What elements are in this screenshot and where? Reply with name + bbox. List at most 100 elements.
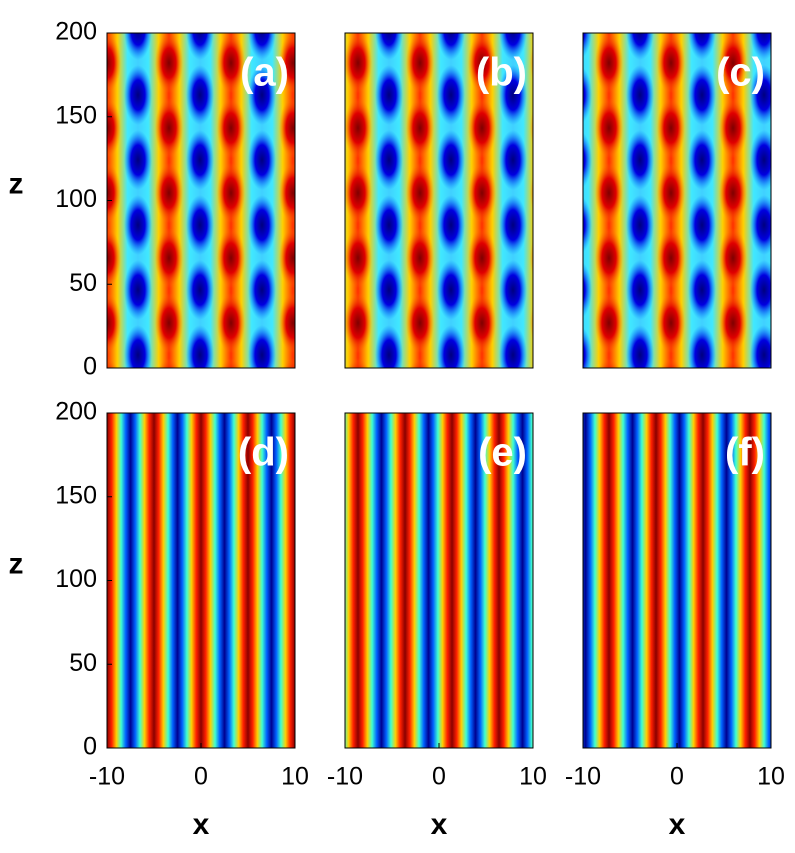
blob [313,130,341,190]
blob [186,65,214,125]
heatmap-field [107,413,295,748]
blob [688,33,716,60]
blob [217,163,245,223]
x-tick-label: 0 [432,763,446,791]
blob [345,33,372,93]
blob [248,325,276,368]
blob [310,195,338,255]
blob [471,358,493,368]
blob [437,260,465,320]
blob [719,33,747,93]
blob [781,33,795,93]
blob [688,260,716,320]
blob [688,195,716,255]
blob [248,195,276,255]
blob [437,325,465,368]
blob [248,260,276,320]
panel-label: (f) [725,431,765,475]
blob [375,260,403,320]
blob [406,0,434,28]
blob [530,239,533,277]
blob [750,195,771,255]
heatmap-field [345,413,533,748]
blob [530,109,533,147]
blob [657,293,685,353]
y-tick-label: 50 [69,649,97,677]
blob [279,293,295,353]
blob [186,130,214,190]
y-tick-label: 150 [55,481,97,509]
blob [186,260,214,320]
blob [468,33,496,93]
blob [107,228,121,288]
blob [406,228,434,288]
blob [657,228,685,288]
blob [124,260,152,320]
x-axis-label: x [669,808,686,841]
heatmap [583,33,795,368]
blob [313,65,341,125]
blob [124,130,152,190]
blob [217,33,245,93]
heatmap [313,0,558,515]
x-axis-label: x [193,808,210,841]
blob [107,293,121,353]
blob [310,65,338,125]
blob [279,33,295,93]
blob [530,174,533,212]
blob [107,163,121,223]
blob [583,196,592,254]
blob [124,65,152,125]
blob [155,0,183,28]
blob [279,228,295,288]
blob [248,130,276,190]
blob [719,293,747,353]
blob [530,0,558,28]
blob [722,358,744,368]
blob [626,130,654,190]
blob [107,33,121,93]
blob [657,163,685,223]
blob [107,98,121,158]
blob [310,260,338,320]
blob [499,33,527,60]
panel-label: (a) [240,51,289,95]
blob [313,455,341,515]
blob [437,33,465,60]
blob [313,260,341,320]
blob [583,33,592,59]
blob [499,325,527,368]
blob [279,163,295,223]
blob [279,0,307,28]
heatmap [583,413,771,748]
blob [93,0,121,28]
blob [155,163,183,223]
blob [279,98,295,158]
x-tick-label: -10 [565,763,601,791]
blob [781,228,795,288]
blob [248,65,276,125]
blob [750,325,771,368]
blob [499,65,527,125]
blob [583,66,592,124]
blob [217,228,245,288]
blob [155,293,183,353]
y-tick-label: 200 [55,398,97,426]
blob [437,130,465,190]
plot-frame [582,32,772,369]
blob [530,423,558,483]
blob [155,33,183,93]
y-tick-label: 50 [69,269,97,297]
blob [345,98,372,158]
blob [499,195,527,255]
blob [345,163,372,223]
blob [657,98,685,158]
y-tick-label: 0 [83,733,97,761]
x-tick-label: 10 [281,763,309,791]
blob [781,98,795,158]
x-tick-label: -10 [89,763,125,791]
blob [345,228,372,288]
blob [499,130,527,190]
blob [750,130,771,190]
